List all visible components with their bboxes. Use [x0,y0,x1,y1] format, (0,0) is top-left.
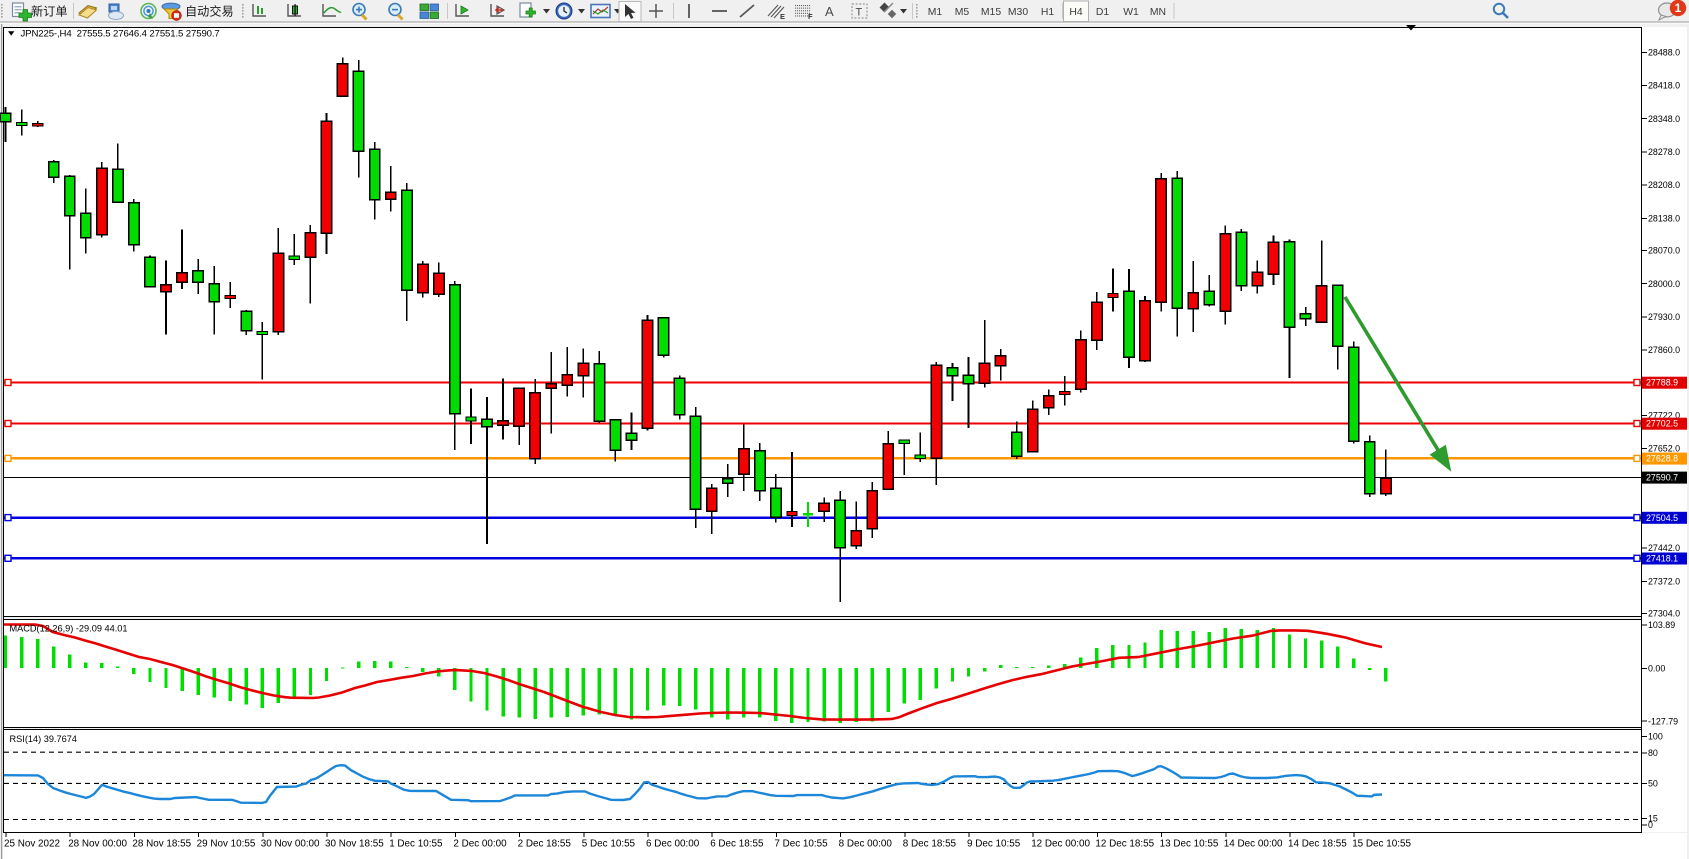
svg-text:14 Dec 18:55: 14 Dec 18:55 [1288,839,1347,850]
svg-text:50: 50 [1648,779,1658,789]
svg-text:25 Nov 2022: 25 Nov 2022 [4,839,60,850]
svg-text:7 Dec 10:55: 7 Dec 10:55 [774,839,828,850]
svg-text:27590.7: 27590.7 [1646,473,1678,483]
svg-text:MACD(12,26,9) -29.09 44.01: MACD(12,26,9) -29.09 44.01 [10,623,128,633]
svg-text:28488.0: 28488.0 [1648,48,1680,58]
svg-text:H1: H1 [1041,7,1055,18]
svg-text:2 Dec 18:55: 2 Dec 18:55 [518,839,572,850]
svg-text:27702.5: 27702.5 [1646,419,1678,429]
svg-text:D1: D1 [1096,7,1110,18]
svg-text:A: A [825,4,834,19]
svg-text:30 Nov 00:00: 30 Nov 00:00 [261,839,320,850]
svg-text:M1: M1 [928,7,943,18]
svg-text:6 Dec 18:55: 6 Dec 18:55 [710,839,764,850]
svg-text:27788.9: 27788.9 [1646,378,1678,388]
svg-text:28418.0: 28418.0 [1648,81,1680,91]
svg-text:0: 0 [1648,820,1653,830]
svg-text:27722.0: 27722.0 [1648,411,1680,421]
svg-text:28138.0: 28138.0 [1648,213,1680,223]
svg-text:自动交易: 自动交易 [185,4,234,19]
svg-text:28070.0: 28070.0 [1648,246,1680,256]
svg-text:F: F [808,12,813,21]
svg-text:27930.0: 27930.0 [1648,312,1680,322]
svg-text:MN: MN [1150,7,1166,18]
svg-text:28348.0: 28348.0 [1648,114,1680,124]
svg-text:28278.0: 28278.0 [1648,147,1680,157]
svg-text:27504.5: 27504.5 [1646,513,1678,523]
svg-text:0.00: 0.00 [1648,663,1665,673]
svg-text:6 Dec 00:00: 6 Dec 00:00 [646,839,700,850]
svg-text:13 Dec 10:55: 13 Dec 10:55 [1160,839,1219,850]
svg-text:5 Dec 10:55: 5 Dec 10:55 [582,839,636,850]
svg-text:28208.0: 28208.0 [1648,180,1680,190]
svg-text:8 Dec 00:00: 8 Dec 00:00 [839,839,893,850]
svg-text:15 Dec 10:55: 15 Dec 10:55 [1352,839,1411,850]
svg-text:27628.8: 27628.8 [1646,454,1678,464]
svg-text:E: E [780,12,785,21]
svg-text:28000.0: 28000.0 [1648,279,1680,289]
svg-text:27418.1: 27418.1 [1646,554,1678,564]
svg-text:8 Dec 18:55: 8 Dec 18:55 [903,839,957,850]
svg-text:14 Dec 00:00: 14 Dec 00:00 [1224,839,1283,850]
svg-text:12 Dec 18:55: 12 Dec 18:55 [1095,839,1154,850]
svg-text:29 Nov 10:55: 29 Nov 10:55 [197,839,256,850]
svg-text:1: 1 [1675,1,1682,15]
svg-text:28 Nov 18:55: 28 Nov 18:55 [132,839,191,850]
svg-text:27652.0: 27652.0 [1648,444,1680,454]
svg-text:27372.0: 27372.0 [1648,576,1680,586]
svg-text:新订单: 新订单 [31,4,68,19]
svg-text:T: T [856,7,863,19]
svg-text:28 Nov 00:00: 28 Nov 00:00 [68,839,127,850]
svg-text:27860.0: 27860.0 [1648,345,1680,355]
svg-text:103.89: 103.89 [1648,620,1675,630]
svg-text:30 Nov 18:55: 30 Nov 18:55 [325,839,384,850]
svg-text:W1: W1 [1123,7,1139,18]
svg-text:M5: M5 [955,7,970,18]
svg-text:15: 15 [1648,814,1658,824]
svg-text:27442.0: 27442.0 [1648,543,1680,553]
svg-text:12 Dec 00:00: 12 Dec 00:00 [1031,839,1090,850]
svg-text:1 Dec 10:55: 1 Dec 10:55 [389,839,443,850]
svg-text:-127.79: -127.79 [1648,716,1678,726]
svg-text:27304.0: 27304.0 [1648,609,1680,619]
svg-text:M15: M15 [981,7,1001,18]
svg-text:100: 100 [1648,732,1663,742]
svg-text:9 Dec 10:55: 9 Dec 10:55 [967,839,1021,850]
svg-text:RSI(14) 39.7674: RSI(14) 39.7674 [10,734,77,744]
svg-text:2 Dec 00:00: 2 Dec 00:00 [453,839,507,850]
svg-text:H4: H4 [1069,7,1083,18]
svg-text:JPN225-,H4 27555.5 27646.4 27: JPN225-,H4 27555.5 27646.4 27551.5 27590… [21,28,220,39]
svg-text:80: 80 [1648,748,1658,758]
svg-text:M30: M30 [1008,7,1028,18]
